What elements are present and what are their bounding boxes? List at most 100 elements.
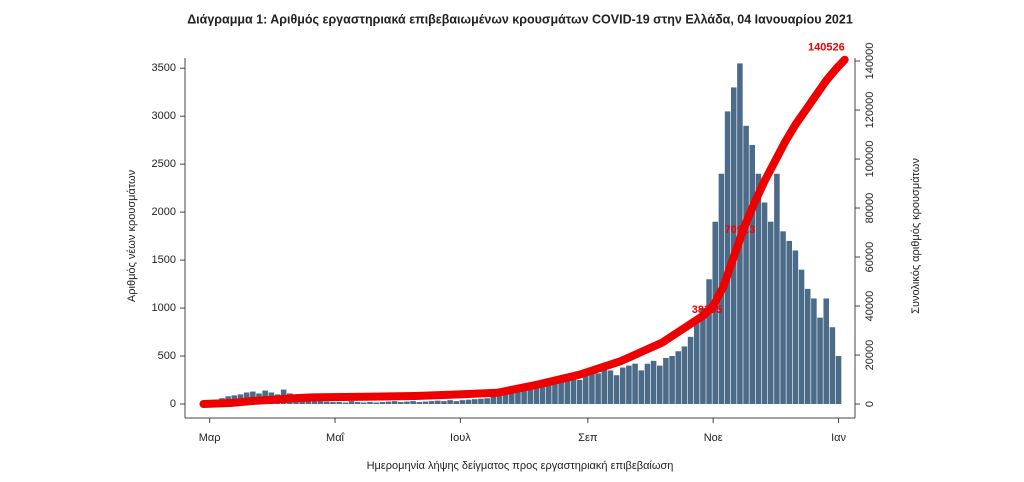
bar bbox=[811, 298, 817, 404]
bar bbox=[638, 370, 645, 404]
bar bbox=[459, 400, 466, 404]
annotation: 70923 bbox=[725, 224, 756, 236]
bar bbox=[786, 240, 793, 404]
bar bbox=[724, 111, 731, 404]
y-tick-label: 2500 bbox=[152, 158, 176, 170]
bar bbox=[385, 401, 392, 404]
bar bbox=[311, 400, 318, 404]
y-tick-label: 500 bbox=[158, 350, 176, 362]
bar bbox=[484, 398, 490, 404]
bar bbox=[613, 375, 620, 404]
bar bbox=[496, 394, 503, 404]
y2-tick-label: 40000 bbox=[864, 291, 876, 322]
bar bbox=[792, 250, 799, 404]
annotation: 140526 bbox=[808, 42, 845, 54]
x-axis-label: Ημερομηνία λήψης δείγματος προς εργαστηρ… bbox=[367, 460, 674, 472]
bar bbox=[589, 370, 595, 404]
x-tick-label: Μαρ bbox=[199, 432, 221, 444]
annotation: 38395 bbox=[692, 304, 723, 316]
cumulative-line bbox=[199, 55, 849, 409]
bar bbox=[700, 308, 706, 404]
bar bbox=[663, 357, 669, 404]
bar bbox=[712, 221, 719, 404]
bar bbox=[502, 392, 509, 404]
bar bbox=[564, 375, 571, 404]
bar bbox=[428, 401, 435, 404]
y2-tick-label: 80000 bbox=[864, 193, 876, 224]
bar bbox=[533, 381, 540, 404]
bar bbox=[404, 401, 410, 404]
bar bbox=[817, 317, 823, 404]
y-axis-label: Αριθμός νέων κρουσμάτων bbox=[126, 169, 138, 302]
bar bbox=[379, 402, 386, 404]
bar bbox=[823, 298, 830, 404]
bar bbox=[570, 377, 577, 404]
y-tick-label: 1000 bbox=[152, 302, 176, 314]
bar bbox=[669, 356, 675, 404]
y2-tick-label: 140000 bbox=[864, 43, 876, 80]
y2-tick-label: 20000 bbox=[864, 340, 876, 371]
bar bbox=[558, 380, 564, 404]
bar bbox=[675, 351, 682, 404]
bar bbox=[465, 399, 472, 404]
bar bbox=[521, 384, 527, 404]
bar bbox=[509, 389, 515, 404]
bar bbox=[601, 365, 608, 404]
y2-tick-label: 0 bbox=[864, 401, 876, 407]
bar bbox=[780, 231, 786, 404]
bar bbox=[582, 375, 589, 404]
y2-tick-label: 120000 bbox=[864, 92, 876, 129]
bar bbox=[410, 401, 416, 404]
bar bbox=[804, 288, 811, 404]
y2-tick-label: 100000 bbox=[864, 141, 876, 178]
bar bbox=[441, 401, 447, 404]
bar bbox=[373, 402, 379, 404]
bar bbox=[398, 402, 404, 404]
bar bbox=[626, 365, 632, 404]
bar bbox=[447, 400, 453, 404]
bar bbox=[835, 356, 842, 404]
bar bbox=[829, 327, 836, 404]
y-tick-label: 2000 bbox=[152, 206, 176, 218]
bar bbox=[619, 367, 626, 404]
y-tick-label: 1500 bbox=[152, 254, 176, 266]
bar bbox=[545, 384, 552, 404]
bar bbox=[767, 221, 774, 404]
bar bbox=[453, 401, 460, 404]
chart-title: Διάγραμμα 1: Αριθμός εργαστηριακά επιβεβ… bbox=[187, 12, 853, 26]
bar bbox=[552, 377, 558, 404]
bar bbox=[422, 401, 429, 404]
bar bbox=[435, 400, 441, 404]
bar bbox=[743, 125, 749, 404]
bar bbox=[687, 336, 694, 404]
bar bbox=[693, 322, 700, 404]
bar bbox=[330, 402, 336, 404]
bar bbox=[354, 402, 361, 404]
x-tick-label: Μαΐ bbox=[326, 432, 345, 444]
bar bbox=[755, 173, 762, 404]
bar bbox=[367, 402, 373, 404]
bar bbox=[650, 360, 657, 404]
y2-tick-label: 60000 bbox=[864, 242, 876, 273]
x-tick-label: Ιαν bbox=[831, 432, 846, 444]
bar bbox=[539, 380, 546, 404]
y2-axis-label: Συνολικός αριθμός κρουσμάτων bbox=[910, 158, 922, 314]
bar bbox=[490, 396, 497, 404]
bar bbox=[361, 402, 367, 404]
bar bbox=[342, 402, 349, 404]
bar bbox=[527, 382, 534, 404]
bar bbox=[656, 365, 663, 404]
y-tick-label: 3500 bbox=[152, 62, 176, 74]
bar bbox=[706, 279, 712, 404]
bar bbox=[644, 363, 651, 404]
bar bbox=[749, 144, 756, 404]
bar bbox=[348, 401, 355, 404]
x-tick-label: Σεπ bbox=[578, 432, 598, 444]
bar bbox=[798, 269, 805, 404]
x-tick-label: Νοε bbox=[704, 432, 723, 444]
bar bbox=[761, 202, 768, 404]
y-tick-label: 3000 bbox=[152, 110, 176, 122]
bar bbox=[478, 398, 484, 404]
x-tick-label: Ιουλ bbox=[450, 432, 471, 444]
